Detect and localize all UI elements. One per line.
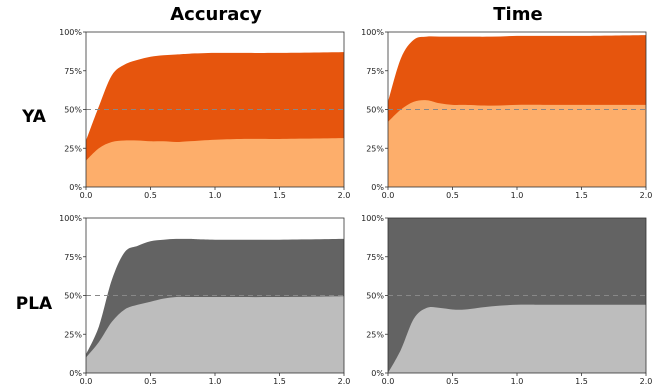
- x-tick-label: 0.0: [80, 191, 93, 200]
- column-title-time: Time: [493, 4, 542, 25]
- area-lower-band: [388, 100, 646, 187]
- y-tick-label: 75%: [64, 67, 82, 76]
- x-tick-label: 1.5: [273, 191, 286, 200]
- y-tick-label: 0%: [69, 369, 82, 378]
- x-tick-label: 1.0: [209, 377, 222, 386]
- x-tick-label: 1.0: [511, 377, 524, 386]
- x-tick-label: 2.0: [338, 191, 351, 200]
- y-tick-label: 50%: [64, 106, 82, 115]
- x-tick-label: 0.5: [144, 191, 157, 200]
- x-tick-label: 0.0: [80, 377, 93, 386]
- y-tick-label: 50%: [366, 106, 384, 115]
- y-tick-label: 0%: [371, 369, 384, 378]
- x-tick-label: 1.5: [575, 377, 588, 386]
- y-tick-label: 25%: [366, 330, 384, 339]
- y-tick-label: 100%: [59, 214, 82, 223]
- row-label-ya: YA: [21, 107, 47, 127]
- area-lower-band: [86, 296, 344, 373]
- x-tick-label: 0.5: [446, 377, 459, 386]
- x-tick-label: 2.0: [640, 377, 653, 386]
- y-tick-label: 50%: [366, 292, 384, 301]
- x-tick-label: 1.0: [209, 191, 222, 200]
- x-tick-label: 2.0: [338, 377, 351, 386]
- y-tick-label: 50%: [64, 292, 82, 301]
- area-lower-band: [86, 138, 344, 187]
- x-tick-label: 0.5: [144, 377, 157, 386]
- x-tick-label: 0.5: [446, 191, 459, 200]
- x-tick-label: 1.5: [273, 377, 286, 386]
- y-tick-label: 75%: [366, 67, 384, 76]
- panel-pla-accuracy: 0% 25% 50% 75% 100% 0.0 0.5 1.0 1.5 2.0: [59, 214, 350, 386]
- panel-ya-accuracy: 0% 25% 50% 75% 100% 0.0 0.5 1.0 1.5 2.0: [59, 28, 350, 200]
- y-tick-label: 100%: [361, 214, 384, 223]
- column-title-accuracy: Accuracy: [170, 4, 262, 25]
- x-tick-label: 1.5: [575, 191, 588, 200]
- y-tick-label: 100%: [361, 28, 384, 37]
- y-tick-label: 25%: [366, 144, 384, 153]
- x-tick-label: 2.0: [640, 191, 653, 200]
- panel-pla-time: 0% 25% 50% 75% 100% 0.0 0.5 1.0 1.5 2.0: [361, 214, 652, 386]
- y-tick-label: 0%: [371, 183, 384, 192]
- y-tick-label: 75%: [366, 253, 384, 262]
- y-tick-label: 25%: [64, 330, 82, 339]
- y-tick-label: 75%: [64, 253, 82, 262]
- area-lower-band: [388, 304, 646, 373]
- y-tick-label: 25%: [64, 144, 82, 153]
- y-tick-label: 100%: [59, 28, 82, 37]
- x-tick-label: 0.0: [382, 191, 395, 200]
- x-tick-label: 0.0: [382, 377, 395, 386]
- panel-ya-time: 0% 25% 50% 75% 100% 0.0 0.5 1.0 1.5 2.0: [361, 28, 652, 200]
- y-tick-label: 0%: [69, 183, 82, 192]
- x-tick-label: 1.0: [511, 191, 524, 200]
- row-label-pla: PLA: [16, 294, 53, 314]
